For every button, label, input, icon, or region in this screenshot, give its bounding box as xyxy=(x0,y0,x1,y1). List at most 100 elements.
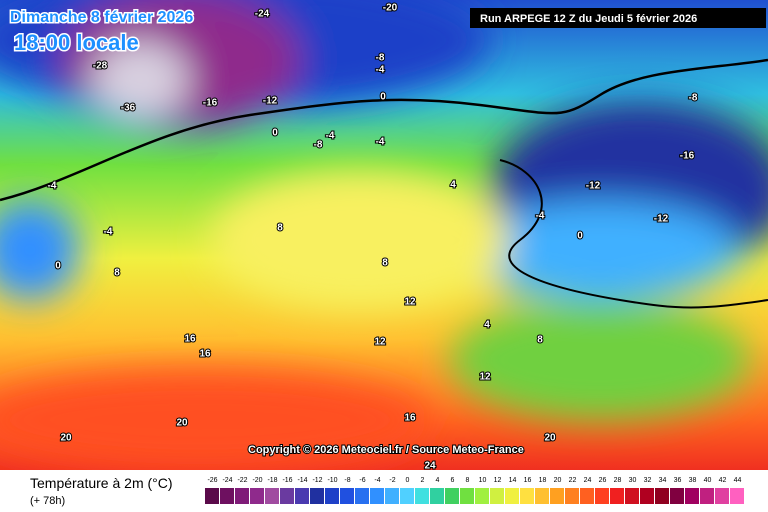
map-label: -12 xyxy=(654,214,669,225)
map-label: -4 xyxy=(104,227,113,238)
scale-label: 28 xyxy=(614,477,622,484)
map-label: 12 xyxy=(404,297,416,308)
map-label: -4 xyxy=(536,211,545,222)
scale-label: 30 xyxy=(629,477,637,484)
scale-swatch xyxy=(250,488,264,504)
scale-swatch xyxy=(295,488,309,504)
scale-label: 2 xyxy=(421,477,425,484)
scale-swatch xyxy=(505,488,519,504)
scale-label: -8 xyxy=(344,477,350,484)
scale-swatch xyxy=(280,488,294,504)
scale-swatch xyxy=(715,488,729,504)
scale-label: 36 xyxy=(674,477,682,484)
scale-swatch xyxy=(415,488,429,504)
scale-label: -20 xyxy=(252,477,262,484)
subtitle: 18:00 locale xyxy=(14,30,139,55)
scale-swatch xyxy=(445,488,459,504)
scale-swatch xyxy=(520,488,534,504)
run-box xyxy=(470,8,766,28)
scale-label: -12 xyxy=(312,477,322,484)
map-label: -36 xyxy=(121,103,136,114)
scale-label: 34 xyxy=(659,477,667,484)
map-label: -28 xyxy=(93,61,108,72)
scale-label: -18 xyxy=(267,477,277,484)
map-label: 16 xyxy=(404,413,416,424)
scale-swatch xyxy=(625,488,639,504)
temperature-field xyxy=(0,0,768,470)
map-label: -16 xyxy=(680,151,695,162)
scale-label: 18 xyxy=(539,477,547,484)
scale-label: 22 xyxy=(569,477,577,484)
copyright: Copyright © 2026 Meteociel.fr / Source M… xyxy=(248,444,524,456)
scale-label: 24 xyxy=(584,477,592,484)
scale-label: -24 xyxy=(222,477,232,484)
scale-label: -14 xyxy=(297,477,307,484)
color-scale: -26 -24 -22 -20 -18 -16 -14 -12 -10 -8 -6 -4 -2 0 2 4 6 8… xyxy=(205,477,744,504)
scale-label: 44 xyxy=(734,477,742,484)
scale-swatch xyxy=(220,488,234,504)
scale-swatch xyxy=(430,488,444,504)
scale-label: 20 xyxy=(554,477,562,484)
map-label: -12 xyxy=(263,96,278,107)
scale-swatch xyxy=(685,488,699,504)
scale-label: 8 xyxy=(466,477,470,484)
scale-swatch xyxy=(550,488,564,504)
legend-title: Température à 2m (°C) xyxy=(30,475,173,491)
legend-lead: (+ 78h) xyxy=(30,495,65,507)
isotherm xyxy=(0,58,768,202)
scale-swatch xyxy=(580,488,594,504)
scale-label: 10 xyxy=(479,477,487,484)
scale-swatch xyxy=(535,488,549,504)
scale-swatch xyxy=(355,488,369,504)
map-label: 12 xyxy=(374,337,386,348)
scale-swatch xyxy=(340,488,354,504)
map-label: 8 xyxy=(537,335,543,346)
map-label: -8 xyxy=(689,93,698,104)
scale-label: 32 xyxy=(644,477,652,484)
scale-label: -26 xyxy=(207,477,217,484)
scale-label: 12 xyxy=(494,477,502,484)
scale-label: 16 xyxy=(524,477,532,484)
map-label: -8 xyxy=(314,140,323,151)
map-label: 4 xyxy=(450,180,456,191)
map-label: -8 xyxy=(376,53,385,64)
scale-swatch xyxy=(475,488,489,504)
scale-swatch xyxy=(400,488,414,504)
map-label: 8 xyxy=(277,223,283,234)
scale-swatch xyxy=(370,488,384,504)
scale-swatch xyxy=(655,488,669,504)
map-label: -20 xyxy=(383,3,398,14)
scale-label: 6 xyxy=(451,477,455,484)
map-label: 16 xyxy=(199,349,211,360)
scale-label: 42 xyxy=(719,477,727,484)
scale-swatch xyxy=(670,488,684,504)
map-label: 24 xyxy=(424,461,436,472)
scale-label: -6 xyxy=(359,477,365,484)
scale-label: 4 xyxy=(436,477,440,484)
map-label: 0 xyxy=(380,92,386,103)
scale-swatch xyxy=(235,488,249,504)
scale-label: 14 xyxy=(509,477,517,484)
map-label: 0 xyxy=(55,261,61,272)
scale-label: -10 xyxy=(327,477,337,484)
map-label: -4 xyxy=(48,181,57,192)
map-label: 0 xyxy=(272,128,278,139)
scale-label: 40 xyxy=(704,477,712,484)
scale-swatch xyxy=(490,488,504,504)
map-label: -12 xyxy=(586,181,601,192)
scale-swatch xyxy=(460,488,474,504)
scale-swatch xyxy=(265,488,279,504)
map-label: 0 xyxy=(577,231,583,242)
map-label: 20 xyxy=(60,433,72,444)
scale-label: 26 xyxy=(599,477,607,484)
scale-swatch xyxy=(385,488,399,504)
scale-swatch xyxy=(205,488,219,504)
map-labels: -20-24-28-36 -16 -12-8-400 -4-8 -4-4-4088481… xyxy=(47,2,699,473)
map-label: 8 xyxy=(382,258,388,269)
scale-swatch xyxy=(640,488,654,504)
scale-swatch xyxy=(310,488,324,504)
map-label: -4 xyxy=(376,137,385,148)
scale-label: -2 xyxy=(389,477,395,484)
scale-swatch xyxy=(730,488,744,504)
